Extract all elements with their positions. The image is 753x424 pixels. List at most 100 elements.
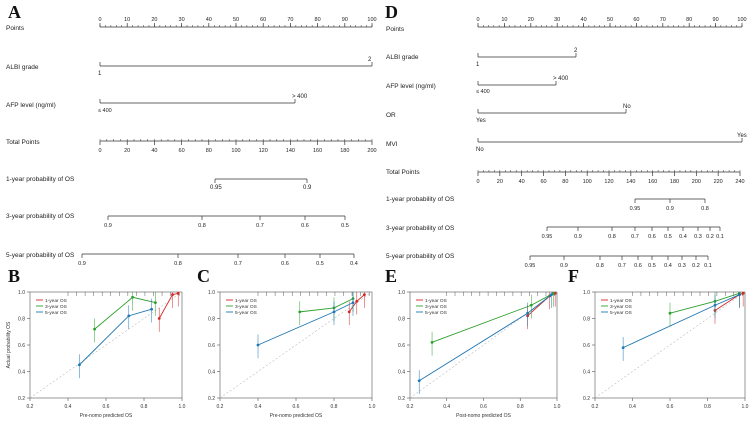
axis-tick-label: 40 [519, 179, 525, 185]
nomogram-d: Points 0 10 20 30 40 50 60 70 80 90 100 ALBI grade… [386, 17, 747, 269]
axis-tick-label: 0 [98, 148, 101, 154]
data-point [550, 293, 553, 297]
data-point [154, 301, 157, 304]
y-tick-label: 1.0 [18, 290, 25, 296]
axis-tick-label: 100 [231, 148, 240, 154]
level-label: No [476, 147, 484, 153]
level-label: > 400 [292, 94, 308, 100]
panel-label-f: F [568, 266, 579, 286]
axis-tick-label: 90 [342, 17, 348, 23]
axis-tick-label: 0 [98, 17, 101, 23]
prob-label: 0.95 [210, 185, 222, 191]
data-point [668, 311, 672, 315]
row-label: 3-year probability of OS [386, 225, 455, 232]
axis-tick-label: 0.3 [694, 234, 702, 240]
x-tick-label: 0.4 [629, 404, 636, 410]
series-line [79, 308, 152, 366]
axis-tick-label: 60 [633, 17, 639, 23]
x-tick-label: 0.6 [293, 404, 300, 410]
x-tick-label: 1.0 [179, 404, 186, 410]
axis-tick-label: 0.95 [542, 234, 553, 240]
axis-tick-label: 60 [260, 17, 266, 23]
axis-tick-label: 30 [554, 17, 560, 23]
series-line [94, 296, 156, 330]
axis-tick-label: 120 [604, 179, 613, 185]
data-point [332, 310, 336, 314]
axis-tick-label: 0.1 [716, 234, 724, 240]
panel-label-a: A [8, 2, 21, 22]
x-tick-label: 0.4 [443, 404, 450, 410]
x-tick-label: 0.4 [65, 404, 72, 410]
axis-tick-label: 80 [315, 17, 321, 23]
x-tick-label: 1.0 [369, 404, 376, 410]
axis-tick-label: 120 [259, 148, 268, 154]
data-point [737, 293, 741, 297]
panel-label-e: E [385, 266, 398, 286]
x-tick-label: 1.0 [742, 404, 749, 410]
data-point [351, 301, 355, 304]
axis-tick-label: 20 [124, 148, 130, 154]
axis-tick-label: 20 [497, 179, 503, 185]
axis-tick-label: 0.8 [174, 261, 182, 267]
axis-tick-label: 0.8 [701, 206, 709, 212]
row-label: Points [386, 26, 405, 33]
row-label: AFP level (ng/ml) [6, 102, 56, 109]
axis-tick-label: 140 [286, 148, 295, 154]
axis-tick-label: 0.9 [560, 263, 568, 269]
data-point [176, 291, 180, 295]
total-points-axis-d: 0 20 40 60 80 100 120 140 160 180 200 220 240 [476, 170, 745, 185]
x-tick-label: 0.8 [517, 404, 524, 410]
data-point [355, 299, 359, 303]
legend-label: 5-year OS [425, 310, 447, 316]
x-tick-label: 0.6 [667, 404, 674, 410]
axis-tick-label: 140 [626, 179, 635, 185]
axis-tick-label: 180 [340, 148, 349, 154]
axis-tick-label: 0.4 [350, 261, 358, 267]
legend-label: 3-year OS [235, 304, 257, 310]
points-axis-d: 0 10 20 30 40 50 60 70 80 90 100 [476, 17, 747, 27]
y-tick-label: 0.8 [398, 317, 405, 323]
nomogram-a: Points 0 10 20 30 40 50 60 70 80 90 100 ALBI grade… [6, 17, 377, 267]
legend-label: 3-year OS [610, 304, 632, 310]
level-label: Yes [737, 133, 747, 139]
axis-tick-label: 90 [713, 17, 719, 23]
row-label: Total Points [386, 169, 420, 176]
data-point [131, 295, 135, 299]
y-tick-label: 0.8 [18, 317, 25, 323]
y-tick-label: 0.4 [208, 370, 215, 376]
level-label: Yes [476, 118, 486, 124]
data-point [171, 293, 174, 297]
data-point [150, 307, 154, 311]
three-year-axis-d: 0.95 0.9 0.8 0.7 0.6 0.5 0.4 0.3 0.2 0.1 [542, 227, 724, 240]
axis-tick-label: 20 [528, 17, 534, 23]
axis-tick-label: 0.7 [234, 261, 242, 267]
y-tick-label: 0.4 [398, 370, 405, 376]
axis-tick-label: 80 [686, 17, 692, 23]
y-tick-label: 0.4 [18, 370, 25, 376]
data-point [127, 314, 131, 318]
axis-tick-label: 0.5 [648, 263, 656, 269]
axis-tick-label: 80 [206, 148, 212, 154]
row-label: 3-year probability of OS [6, 213, 75, 220]
ideal-line [219, 291, 373, 399]
points-axis-a: 0 10 20 30 40 50 60 70 80 90 100 [98, 17, 377, 27]
row-label: OR [386, 112, 396, 119]
data-point [78, 363, 81, 367]
axis-tick-label: 0.8 [198, 223, 206, 229]
y-tick-label: 0.8 [208, 317, 215, 323]
axis-tick-label: 0.7 [256, 223, 264, 229]
axis-tick-label: 200 [692, 179, 701, 185]
legend-label: 1-year OS [425, 298, 447, 304]
level-label: 1 [476, 62, 480, 68]
legend-label: 3-year OS [45, 304, 67, 310]
panel-label-b: B [8, 266, 21, 286]
axis-tick-label: 50 [607, 17, 613, 23]
row-label: Total Points [6, 139, 40, 146]
x-tick-label: 0.2 [407, 404, 414, 410]
x-tick-label: 0.2 [217, 404, 224, 410]
legend-label: 1-year OS [610, 298, 632, 304]
x-tick-label: 0.2 [592, 404, 599, 410]
axis-tick-label: 0.9 [574, 234, 582, 240]
axis-tick-label: 30 [179, 17, 185, 23]
